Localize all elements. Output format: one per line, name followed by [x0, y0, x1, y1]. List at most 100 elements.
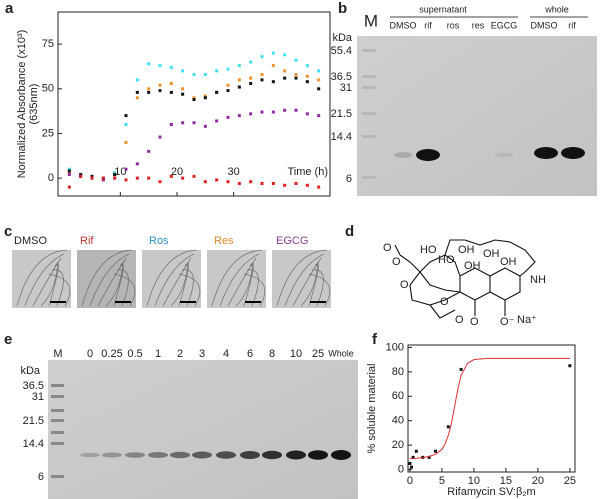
fibril: [292, 257, 322, 307]
atom: O: [455, 314, 464, 326]
lane-label: EGCG: [491, 20, 518, 30]
marker-size: 6: [38, 471, 44, 483]
fibril: [162, 257, 192, 307]
point: [411, 455, 415, 459]
marker-size: 36.5: [23, 380, 44, 392]
point: [67, 173, 71, 177]
point: [124, 178, 128, 182]
point: [135, 78, 139, 82]
lane-label: 0.5: [127, 348, 142, 360]
point: [226, 83, 230, 87]
atom: OH: [500, 256, 517, 268]
point: [181, 176, 185, 180]
atom: OH: [483, 248, 500, 260]
fibril: [116, 269, 129, 307]
point: [414, 449, 418, 453]
point: [446, 425, 450, 429]
point: [215, 178, 219, 182]
y-tick-label: 60: [392, 390, 404, 402]
atom-labels: HO HO OH OH O O O NH OH OH O O O O⁻ Na⁺: [383, 242, 546, 328]
point: [237, 114, 241, 118]
point: [317, 114, 321, 118]
point: [203, 73, 207, 77]
point: [317, 69, 321, 73]
lane-label: 25: [312, 348, 324, 360]
plot-frame: [57, 11, 331, 197]
fibril: [243, 273, 266, 307]
band: [216, 451, 236, 459]
lane-label: 6: [247, 348, 253, 360]
marker-size: 36.5: [331, 71, 352, 83]
lane-label: 3: [199, 348, 205, 360]
fibril: [235, 261, 254, 307]
point: [294, 76, 298, 80]
point: [158, 83, 162, 87]
marker-size: 14.4: [331, 131, 352, 143]
group-label: whole: [544, 4, 569, 14]
point: [226, 115, 230, 119]
point: [434, 449, 438, 453]
fibril: [311, 269, 324, 307]
point: [192, 98, 196, 102]
fibril: [276, 249, 328, 307]
micrograph: [207, 250, 266, 308]
point: [169, 65, 173, 69]
point: [203, 180, 207, 184]
point: [181, 121, 185, 125]
point: [147, 62, 151, 66]
fibril: [89, 253, 130, 307]
x-tick-label: 10: [114, 166, 126, 178]
point: [260, 55, 264, 59]
point: [294, 181, 298, 185]
point: [427, 455, 431, 459]
fibril: [97, 257, 127, 307]
x-tick-label: 20: [532, 475, 544, 487]
fibril: [227, 257, 257, 307]
x-tick-label: 5: [439, 475, 445, 487]
band: [148, 452, 168, 458]
fibril: [170, 261, 189, 307]
point: [192, 174, 196, 178]
plot-frame: [407, 344, 576, 473]
point: [271, 64, 275, 68]
point: [147, 90, 151, 94]
point: [249, 81, 253, 85]
x-tick-label: 10: [468, 475, 480, 487]
x-tick-label: 15: [500, 475, 512, 487]
unit-label: kDa: [332, 32, 352, 44]
ladder: [51, 475, 64, 478]
image-label: Rif: [80, 235, 94, 247]
point: [113, 171, 117, 175]
point: [305, 80, 309, 84]
lane-label: DMSO: [390, 20, 417, 30]
point: [203, 96, 207, 100]
marker-size: 55.4: [331, 45, 352, 57]
y-tick-label: 0: [398, 463, 404, 475]
image-label: Ros: [149, 235, 169, 247]
point: [124, 114, 128, 118]
lane-label: 0.25: [101, 348, 122, 360]
point: [169, 174, 173, 178]
fibril: [211, 249, 263, 307]
fibril: [246, 269, 259, 307]
point: [158, 135, 162, 139]
lane-label: res: [472, 20, 485, 30]
point: [79, 173, 83, 177]
point: [305, 64, 309, 68]
point: [147, 87, 151, 91]
y-tick-label: 100: [386, 341, 404, 353]
point: [67, 171, 71, 175]
point: [271, 110, 275, 114]
panel-label: d: [345, 223, 354, 240]
point: [294, 58, 298, 62]
marker-size: 21.5: [23, 415, 44, 427]
point: [67, 167, 71, 171]
band: [331, 450, 351, 460]
ladder: [51, 419, 64, 422]
ladder: [362, 49, 376, 179]
point: [135, 90, 139, 94]
band: [170, 451, 190, 459]
point: [101, 176, 105, 180]
ladder: [51, 442, 64, 445]
point: [305, 183, 309, 187]
